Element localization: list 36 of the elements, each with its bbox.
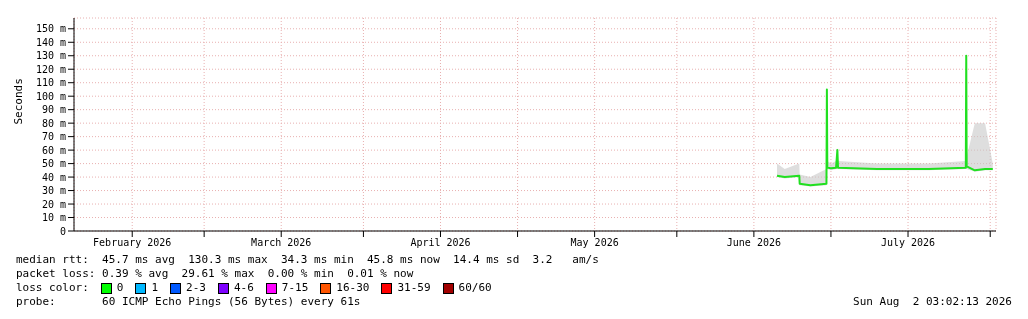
text: probe: 60 ICMP Echo Pings (56 Bytes) every 61s	[16, 295, 361, 309]
y-tick-label: 130 m	[35, 50, 66, 62]
y-tick-label: 140 m	[35, 36, 66, 48]
x-tick-label: June 2026	[726, 237, 781, 249]
y-tick-label: 150 m	[35, 23, 66, 35]
text: 60/60	[458, 281, 492, 295]
y-tick-label: 80 m	[41, 117, 66, 129]
y-tick-label: 20 m	[41, 198, 66, 210]
text: median rtt: 45.7 ms avg 130.3 ms max 34.3 ms min 45.8 ms now 14.4 ms sd 3.2 am/s	[16, 253, 600, 267]
text: packet loss: 0.39 % avg 29.61 % max 0.00 % min 0.01 % now	[16, 267, 415, 281]
y-tick-label: 40 m	[41, 171, 66, 183]
y-tick-label: 120 m	[35, 63, 66, 75]
text: 31-59	[397, 281, 431, 295]
y-tick-label: 110 m	[35, 77, 66, 89]
text: 16-30	[336, 281, 370, 295]
y-axis-title: Seconds	[11, 78, 25, 125]
text: Sun Aug 2 03:02:13 2026	[853, 295, 1012, 309]
x-tick-label: February 2026	[93, 237, 172, 249]
text: loss color:	[16, 281, 89, 295]
x-tick-label: July 2026	[880, 237, 936, 249]
y-tick-label: 30 m	[41, 185, 66, 197]
y-tick-label: 70 m	[41, 131, 66, 143]
y-tick-label: 90 m	[41, 104, 66, 116]
y-tick-label: 10 m	[41, 212, 66, 224]
x-tick-label: March 2026	[251, 237, 312, 249]
text: 0	[116, 281, 124, 295]
x-tick-label: May 2026	[570, 237, 619, 249]
y-tick-label: 60 m	[41, 144, 66, 156]
text: 1	[151, 281, 159, 295]
text: 4-6	[233, 281, 254, 295]
text: 7-15	[281, 281, 309, 295]
y-tick-label: 50 m	[41, 158, 66, 170]
text: 2-3	[186, 281, 206, 295]
y-tick-label: 100 m	[35, 90, 66, 102]
y-tick-label: 0	[59, 225, 66, 237]
x-tick-label: April 2026	[410, 237, 471, 249]
